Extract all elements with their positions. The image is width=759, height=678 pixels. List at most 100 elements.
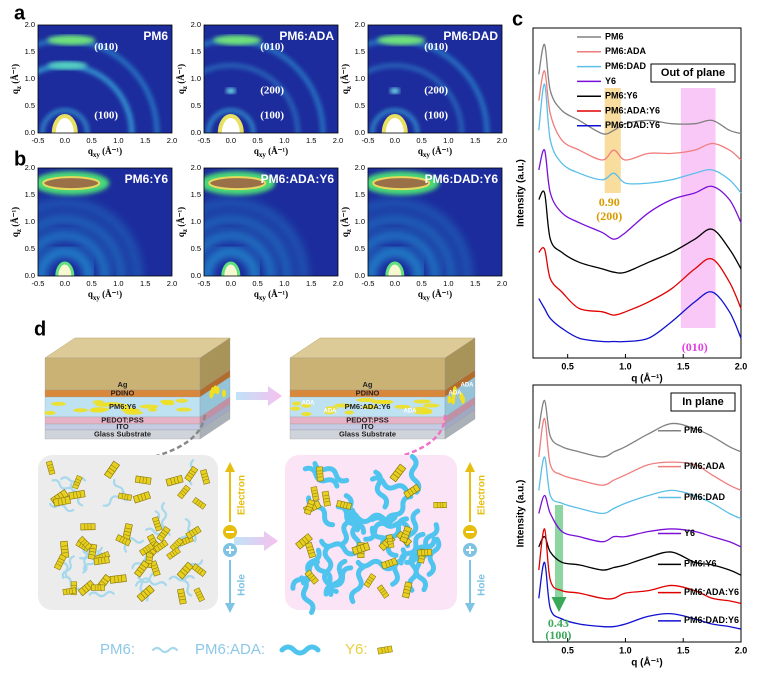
highlight-band [604,88,621,193]
data-line [538,528,742,605]
y-tick-label: 1.5 [355,47,365,56]
rod-stripe [387,540,393,543]
y-tick-label: 1.0 [191,74,201,83]
rod-stripe [359,545,363,553]
domain-blob [51,401,66,406]
rod-stripe [171,550,176,556]
rod-stripe [102,577,109,583]
rod-stripe [194,565,199,571]
x-tick-label: 2.0 [497,279,507,288]
x-tick-label: -0.5 [362,136,375,145]
y-tick-label: 0.0 [25,128,35,137]
y6-rod [295,533,313,550]
domain-blob [209,390,214,399]
panel-label: d [34,318,46,340]
peak-label: (010) [260,41,284,53]
pm6-ada-chain [279,644,321,656]
y-tick-label: 0.5 [191,244,201,253]
legend-label: PM6:DAD [684,492,726,502]
rod-stripe [404,585,412,588]
layer-label: PDINO [356,388,380,397]
axis-label: qz (Å⁻¹) [10,64,23,94]
domain-blob [175,398,188,403]
axis-label: qxy (Å⁻¹) [254,146,288,159]
rod-stripe [367,578,373,583]
pm6-ada-chain [408,454,422,495]
y6-rod [115,534,132,547]
x-tick-label: 0.5 [416,136,426,145]
pm6-ada-chain [426,536,442,577]
x-tick-label: 0.0 [390,279,400,288]
axis-label-part: (Å⁻¹) [100,289,122,299]
y6-rod [136,584,155,603]
axis-label: qxy (Å⁻¹) [418,289,452,302]
y-tick-label: 1.5 [25,47,35,56]
scattering-ring [40,108,90,133]
rod-stripe [120,575,123,583]
pm6-ada-chain [313,558,339,594]
legend-label: PM6 [605,31,624,41]
rod-stripe [74,481,80,484]
rod-stripe [117,575,119,583]
pm6-chain [134,572,159,587]
stack-top [289,337,476,359]
rod-stripe [402,533,409,536]
y6-rod [151,516,163,532]
y-axis-label: Intensity (a.u.) [516,480,527,548]
scattering-ring [38,197,144,276]
pm6-ada-chain [299,575,316,615]
rod-stripe [183,487,189,492]
map-frame [367,167,503,277]
x-tick-label: 0.5 [252,136,262,145]
axis-label-part: (Å⁻¹) [340,207,350,229]
rod-stripe [306,545,313,549]
y6-rod [192,496,207,510]
rod-stripe [145,588,151,594]
domain-blob [361,405,378,410]
data-line [538,561,742,630]
rod-stripe [307,548,314,552]
rod-stripe [57,560,64,564]
rod-stripe [73,483,79,487]
stack-layer [44,357,201,391]
y6-rod [103,460,121,480]
rod-stripe [418,558,425,560]
rod-stripe [145,559,153,561]
domain-blob [420,408,433,413]
y-axis-label: Intensity (a.u.) [516,159,527,227]
rod-stripe [147,545,151,551]
peak-label: (010) [424,41,448,53]
peak-spot [372,176,431,191]
map-frame [203,24,339,134]
y6-rod [403,483,421,499]
rod-stripe [89,547,97,550]
axis-label-part: z [15,229,23,232]
rod-stripe [68,588,71,595]
rod-stripe [191,529,196,536]
x-axis-label: q (Å⁻¹) [631,372,662,385]
y-tick-label: 0.5 [25,244,35,253]
peak-spot [42,176,101,191]
stack-side [444,409,476,440]
rod-stripe [75,478,81,482]
axis-label: qxy (Å⁻¹) [418,146,452,159]
rod-stripe [392,473,399,479]
rod-stripe [123,534,131,537]
axis-label-part: q [88,146,93,156]
legend-label: Y6: [345,641,368,658]
rod-stripe [71,588,73,594]
rod-stripe [57,498,60,506]
rod-stripe [60,545,68,547]
rod-stripe [311,489,318,492]
title-box [670,392,736,412]
pm6-ada-chain [384,494,414,527]
domain-blob [356,398,376,403]
panel-label: b [14,148,26,170]
rod-stripe [403,592,410,595]
rod-stripe [114,575,116,583]
carrier-label: Hole [477,574,488,596]
rod-stripe [197,500,202,506]
layer-label: PM6:Y6 [109,402,136,411]
y-tick-label: 0.0 [191,128,201,137]
domain-blob [413,399,432,404]
